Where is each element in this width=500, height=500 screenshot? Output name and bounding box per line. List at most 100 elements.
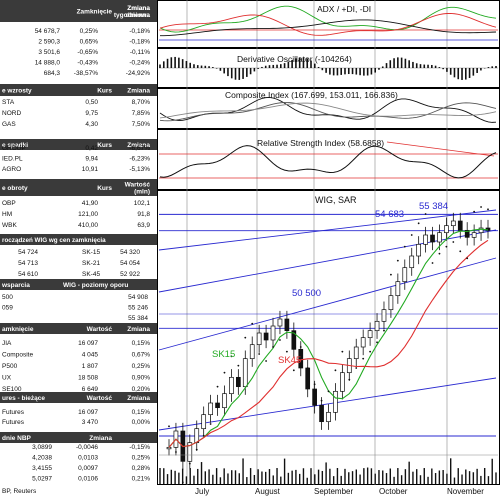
sar-dot [459,250,462,253]
sar-dot [452,241,455,243]
faller-row-cell: -6,23% [129,156,150,163]
index-row-cell: 3 501,6 [38,49,60,56]
candle-body [457,220,463,231]
sar-dot [313,383,316,386]
world-row-cell: 1 807 [82,363,99,370]
turnover-row-cell: OBP [2,200,16,207]
fx-row-cell: 0,28% [132,465,151,472]
candle-body [319,404,324,423]
sar-dot [292,369,295,372]
sar-dot [410,234,413,236]
sar-dot [216,385,219,388]
indices-header-label: Zmiana [127,5,150,12]
turnover-row-cell: 410,00 [78,222,98,229]
projection-row-cell: 54 320 [120,249,140,256]
sar-dot [348,378,351,381]
candle-body [430,234,435,243]
candle-body [402,267,408,283]
turnover-header-label: Wartość [125,182,151,189]
candle-body [194,428,200,444]
candle-body [367,330,373,339]
candle-body [326,411,331,423]
adx-plus-di-line [159,5,497,33]
world-row-cell: 18 508 [78,375,98,382]
candle-body [284,318,290,332]
turnover-header-label: e obroty [2,185,28,192]
projection-header-bg [0,234,157,245]
futures-header-label: ures - bieżące [2,395,45,402]
sar-dot [272,346,274,348]
sar-dot [480,206,482,208]
index-row-cell: -24,92% [126,70,150,77]
fx-row-cell: 0,0106 [78,476,98,483]
candle-body [263,332,269,341]
sar-dot [195,448,198,451]
futures-header-label: Zmiana [127,395,150,402]
fx-row-cell: 5,0297 [32,476,52,483]
candle-body [471,232,477,238]
x-tick-label: November [447,487,484,496]
fx-row-cell: -0,0046 [76,444,98,451]
index-row-cell: 684,3 [44,70,61,77]
panel-title-composite: Composite Index (167.699, 153.011, 166.8… [225,90,398,100]
sar-dot [487,208,489,211]
candle-body [222,393,227,409]
sar-dot [265,360,267,362]
turnover-row-cell: 121,00 [78,211,98,218]
sar-dot [369,350,372,353]
sar-dot [188,462,191,465]
world-header-label: Zmiana [127,326,150,333]
candle-body [464,229,470,238]
risers-header-label: Zmiana [127,88,150,95]
world-row-cell: 0,90% [132,375,151,382]
sar-dot [341,350,344,353]
world-row-cell: JIA [2,340,12,347]
fx-row-cell: 4,2038 [32,455,52,462]
candle-body [249,344,255,360]
world-header-bg [0,323,157,334]
index-row-cell: -0,18% [129,28,150,35]
candle-body [395,281,401,297]
x-tick-label: July [195,487,209,496]
x-tick-label: August [255,487,281,496]
sar-dot [230,355,233,358]
sar-dot [320,399,323,402]
candle-body [353,346,359,360]
turnover-header-bg [0,179,157,196]
world-header-label: Wartość [87,326,113,333]
riser-row-cell: 7,50% [132,121,151,128]
candle-body [277,318,283,327]
candle-body [208,402,213,416]
fx-header-bg [0,432,157,443]
index-row-cell: -0,18% [129,39,150,46]
levels-row-cell: 500 [2,294,13,301]
chart-annotation: SK45 [278,355,301,366]
futures-header-label: Wartość [87,395,113,402]
composite-line [159,102,497,122]
turnover-header-label: (mln) [134,189,150,196]
sar-dot [244,336,247,339]
sar-dot [285,350,288,353]
turnover-row-cell: WBK [2,222,17,229]
trend-line [158,257,497,351]
candle-body [305,367,311,390]
sar-dot [445,245,448,248]
sar-dot [279,339,281,341]
sar-dot [438,252,441,255]
sar-dot [202,434,205,437]
fx-row-cell: 3,4155 [32,465,52,472]
sar-dot [209,423,212,425]
fx-header-label: Zmiana [89,435,112,442]
world-row-cell: SE100 [2,386,22,393]
adx-minus-di-line [159,13,497,36]
panel-frame [157,129,500,190]
sar-dot [299,346,302,348]
candle-body [291,330,297,350]
candle-body [166,446,172,450]
riser-row-cell: GAS [2,121,16,128]
levels-h2: WIG - poziomy oporu [63,282,128,289]
fx-row-cell: 0,25% [132,455,151,462]
panel-title-derivative: Derivative Oscillator (-104264) [237,54,352,64]
riser-row-cell: 9,75 [85,110,98,117]
chart-title: WIG, SAR [315,195,357,205]
